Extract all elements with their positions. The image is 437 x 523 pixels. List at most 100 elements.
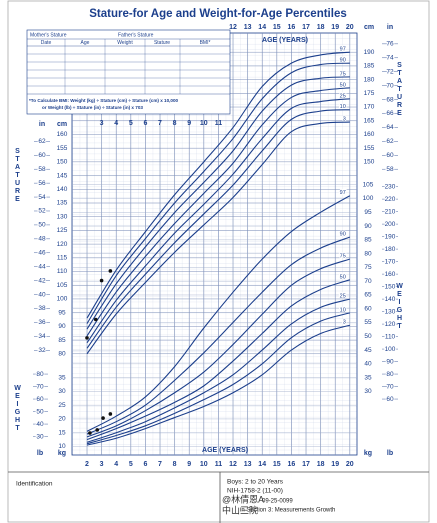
- y2-alt-tick-label: 60: [36, 396, 44, 403]
- watermark: @林倩恩A: [222, 493, 264, 504]
- percentile-label: 75: [340, 254, 346, 260]
- y2-alt-tick-label: 70: [36, 383, 44, 390]
- percentile-label: 25: [340, 93, 346, 99]
- y-alt-tick-label: 72: [386, 68, 394, 75]
- y2-tick-label: 65: [364, 292, 372, 299]
- unit-in: in: [387, 24, 393, 31]
- x-tick-label: 14: [258, 461, 266, 468]
- y-alt-tick-label: 76: [386, 41, 394, 48]
- y-tick-label: 80: [58, 350, 66, 357]
- percentile-curve: [86, 312, 350, 445]
- percentile-curve: [86, 236, 350, 435]
- unit-lb: lb: [37, 450, 43, 457]
- y2-tick-label: 30: [58, 388, 66, 395]
- x-tick-label: 18: [317, 461, 325, 468]
- measurement-point: [99, 278, 104, 283]
- y-alt-tick-label: 36: [38, 319, 46, 326]
- x-tick-label: 3: [100, 461, 104, 468]
- y2-tick-label: 50: [364, 333, 372, 340]
- x-tick-label: 6: [143, 120, 147, 127]
- page-border: [7, 0, 430, 523]
- y2-tick-label: 90: [364, 223, 372, 230]
- y-tick-label: 160: [364, 131, 375, 138]
- percentile-label: 97: [340, 190, 346, 196]
- y-tick-label: 190: [364, 49, 375, 56]
- y-tick-label: 90: [58, 323, 66, 330]
- bmi-note: *To Calculate BMI: Weight (kg) ÷ Stature…: [29, 98, 179, 103]
- y-alt-tick-label: 50: [38, 222, 46, 229]
- y2-alt-tick-label: 160: [385, 271, 396, 278]
- unit-cm: cm: [57, 121, 67, 128]
- percentile-label: 90: [340, 58, 346, 64]
- y-tick-label: 145: [57, 172, 68, 179]
- y-alt-tick-label: 60: [38, 152, 46, 159]
- x-tick-label: 7: [158, 120, 162, 127]
- measurement-point: [101, 416, 105, 420]
- y-tick-label: 175: [364, 90, 375, 97]
- footer: Identification Boys: 2 to 20 Years NIH-1…: [8, 471, 429, 523]
- y2-tick-label: 40: [364, 361, 372, 368]
- y-tick-label: 180: [364, 76, 375, 83]
- unit-kg: kg: [364, 450, 372, 457]
- x-tick-label: 17: [302, 24, 310, 31]
- measurement-point: [108, 269, 113, 273]
- x-tick-label: 15: [273, 24, 281, 31]
- x-tick-label: 16: [288, 461, 296, 468]
- y2-alt-tick-label: 120: [385, 321, 396, 328]
- y-tick-label: 85: [58, 337, 66, 344]
- y2-alt-tick-label: 70: [386, 383, 394, 390]
- y2-tick-label: 25: [58, 402, 66, 409]
- x-tick-label: 8: [173, 461, 177, 468]
- percentile-curve: [86, 87, 350, 337]
- x-tick-label: 4: [114, 461, 118, 468]
- x-tick-label: 19: [331, 24, 339, 31]
- y-tick-label: 185: [364, 63, 375, 70]
- x-tick-label: 11: [215, 120, 223, 127]
- y-tick-label: 125: [57, 227, 68, 234]
- y-tick-label: 150: [57, 159, 68, 166]
- y2-tick-label: 10: [58, 443, 66, 450]
- y-alt-tick-label: 68: [386, 96, 394, 103]
- x-tick-label: 19: [331, 461, 339, 468]
- percentile-label: 3: [343, 320, 346, 326]
- y2-tick-label: 95: [364, 209, 372, 216]
- y-tick-label: 155: [57, 145, 68, 152]
- percentile-curve: [86, 298, 350, 443]
- y-alt-tick-label: 52: [38, 208, 46, 215]
- y2-tick-label: 35: [364, 374, 372, 381]
- percentile-label: 50: [340, 274, 346, 280]
- percentile-curve: [86, 121, 350, 355]
- y-tick-label: 100: [57, 296, 68, 303]
- y-alt-tick-label: 48: [38, 236, 46, 243]
- identification: Identification: [16, 481, 53, 488]
- y-alt-tick-label: 64: [386, 124, 394, 131]
- y2-alt-tick-label: 50: [36, 408, 44, 415]
- y-alt-tick-label: 66: [386, 110, 394, 117]
- y2-alt-tick-label: 40: [36, 421, 44, 428]
- x-tick-label: 15: [273, 461, 281, 468]
- column-header: Date: [41, 40, 52, 46]
- y2-alt-tick-label: 80: [386, 371, 394, 378]
- percentile-label: 75: [340, 71, 346, 77]
- y2-alt-tick-label: 190: [385, 233, 396, 240]
- measurement-point: [95, 428, 100, 432]
- y-alt-tick-label: 58: [386, 166, 394, 173]
- x-tick-label: 9: [187, 120, 191, 127]
- x-tick-label: 13: [244, 461, 252, 468]
- x-tick-label: 14: [258, 24, 266, 31]
- y2-axis-label: WEIGHT: [396, 283, 403, 331]
- record-table: Mother's Stature Father's Stature Date A…: [26, 29, 231, 115]
- y2-alt-tick-label: 110: [385, 333, 396, 340]
- x-tick-label: 10: [200, 120, 208, 127]
- y2-tick-label: 60: [364, 305, 372, 312]
- y-alt-tick-label: 62: [38, 138, 46, 145]
- x-axis-label: AGE (YEARS): [262, 37, 308, 44]
- y-tick-label: 150: [364, 159, 375, 166]
- y2-tick-label: 105: [363, 181, 374, 188]
- y-tick-label: 130: [57, 213, 68, 220]
- y-axis-label: STATURE: [14, 148, 21, 204]
- y-alt-tick-label: 54: [38, 194, 46, 201]
- y-alt-tick-label: 60: [386, 152, 394, 159]
- percentile-label: 3: [343, 117, 346, 123]
